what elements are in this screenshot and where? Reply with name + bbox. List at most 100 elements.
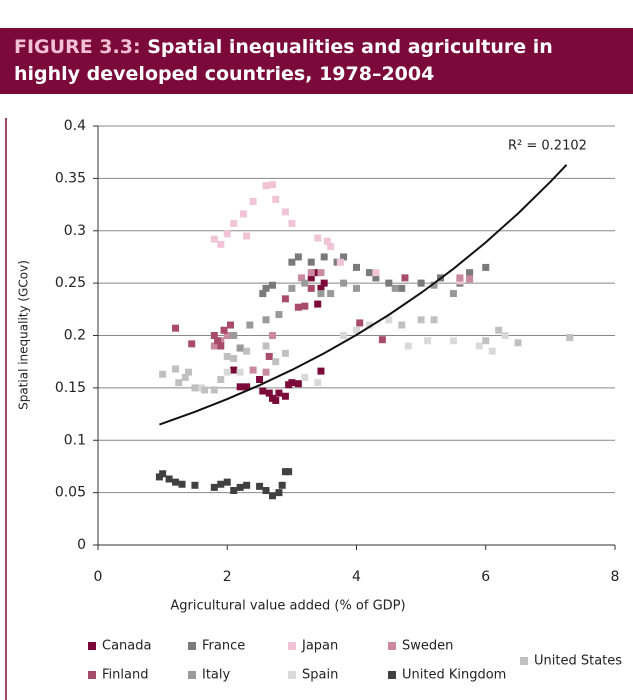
point	[223, 230, 231, 238]
point	[424, 337, 432, 345]
point	[340, 332, 348, 339]
point	[301, 279, 309, 287]
point	[217, 480, 225, 488]
point	[353, 326, 360, 334]
point	[288, 258, 296, 266]
point	[281, 392, 289, 400]
legend-swatch	[520, 657, 528, 665]
point	[353, 263, 360, 271]
x-tick-label: 8	[611, 569, 620, 585]
point	[184, 368, 192, 376]
point	[172, 365, 180, 373]
point	[417, 279, 425, 287]
point	[272, 195, 280, 203]
header: FIGURE 3.3: Spatial inequalities and agr…	[0, 28, 633, 94]
point	[430, 281, 438, 289]
point	[488, 347, 496, 355]
point	[398, 321, 406, 329]
point	[294, 253, 302, 261]
point	[223, 368, 231, 376]
point	[275, 389, 283, 397]
point	[230, 332, 238, 339]
y-tick-label: 0.2	[64, 328, 86, 344]
point	[430, 316, 438, 324]
point	[281, 349, 289, 357]
point	[262, 487, 270, 495]
point	[275, 489, 283, 497]
point	[301, 373, 309, 381]
point	[181, 373, 189, 381]
point	[456, 274, 464, 282]
point	[288, 284, 296, 292]
point	[243, 383, 251, 391]
point	[449, 337, 457, 345]
point	[230, 366, 238, 374]
legend-label: United Kingdom	[402, 668, 506, 683]
legend-swatch	[188, 671, 196, 679]
point	[210, 332, 218, 339]
legend-label: France	[202, 639, 245, 654]
point	[239, 210, 247, 218]
point	[317, 284, 325, 292]
point	[236, 344, 244, 352]
point	[314, 379, 322, 387]
point	[236, 368, 244, 376]
point	[262, 316, 270, 324]
point	[314, 300, 322, 308]
point	[365, 321, 373, 329]
point	[268, 281, 276, 289]
x-tick-label: 6	[481, 569, 490, 585]
legend-label: Japan	[301, 639, 338, 654]
point	[385, 316, 393, 324]
point	[223, 332, 231, 339]
legend-swatch	[188, 642, 196, 650]
point	[482, 337, 490, 345]
point	[249, 197, 257, 205]
point	[268, 492, 276, 500]
point	[327, 242, 335, 250]
point	[262, 342, 270, 350]
point	[217, 342, 225, 350]
point	[172, 324, 180, 332]
point	[268, 181, 276, 189]
point	[178, 480, 186, 488]
point	[230, 487, 238, 495]
legend-label: Finland	[102, 668, 148, 683]
point	[336, 258, 344, 266]
point	[495, 326, 503, 334]
point	[281, 208, 289, 216]
point	[172, 478, 180, 486]
point	[175, 379, 183, 387]
point	[272, 358, 280, 366]
legend-swatch	[88, 642, 96, 650]
point	[466, 275, 474, 283]
point	[482, 263, 490, 271]
legend-label: Canada	[102, 639, 151, 654]
y-tick-label: 0.35	[55, 170, 86, 186]
chart-title: Spatial inequalities and agriculture in …	[14, 36, 553, 85]
point	[294, 380, 302, 388]
legend-label: Sweden	[402, 639, 453, 654]
legend-label: Italy	[202, 668, 231, 683]
point	[268, 332, 276, 339]
point	[259, 387, 267, 395]
x-tick-label: 4	[352, 569, 361, 585]
point	[265, 389, 273, 397]
y-tick-label: 0.05	[55, 485, 86, 501]
point	[401, 274, 409, 282]
point	[378, 336, 386, 344]
point	[265, 352, 273, 360]
point	[243, 232, 251, 240]
point	[317, 269, 325, 277]
x-tick-label: 0	[94, 569, 103, 585]
point	[256, 482, 264, 490]
point	[320, 279, 328, 287]
point	[226, 321, 234, 329]
x-axis-label: Agricultural value added (% of GDP)	[170, 599, 405, 614]
point	[262, 182, 270, 190]
point	[230, 219, 238, 227]
point	[262, 284, 270, 292]
point	[385, 279, 393, 287]
point	[353, 284, 360, 292]
